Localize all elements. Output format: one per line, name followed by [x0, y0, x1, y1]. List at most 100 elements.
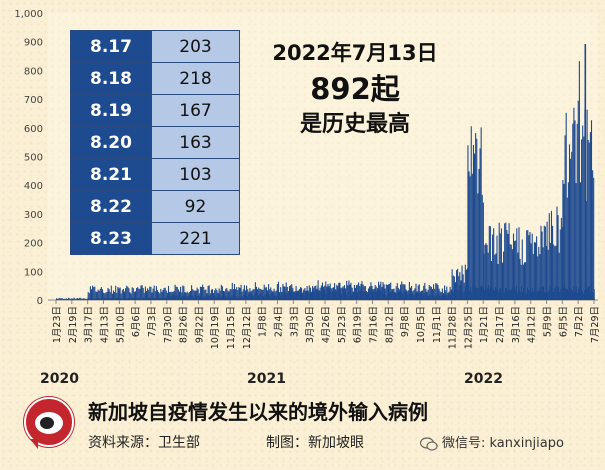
- daily-bar: [572, 123, 574, 301]
- table-row: 8.23 221: [70, 222, 240, 255]
- daily-bar: [184, 297, 186, 300]
- daily-bar: [407, 294, 409, 300]
- daily-bar: [371, 285, 373, 300]
- daily-bar: [570, 158, 572, 300]
- daily-bar: [485, 243, 487, 300]
- daily-bar: [422, 290, 424, 300]
- daily-bar: [106, 299, 108, 300]
- x-tick-label: 7月30日: [163, 306, 174, 343]
- daily-bar: [420, 293, 422, 300]
- table-row: 8.20 163: [70, 126, 240, 159]
- daily-bar: [358, 282, 360, 300]
- daily-bar: [166, 296, 168, 300]
- daily-bar: [70, 298, 72, 300]
- daily-bar: [377, 289, 379, 300]
- y-tick-label: 800: [24, 66, 43, 77]
- daily-bar: [478, 168, 480, 300]
- daily-bar: [294, 292, 296, 300]
- daily-bar: [175, 286, 177, 300]
- daily-bar: [178, 296, 180, 300]
- daily-bar: [170, 296, 172, 300]
- daily-bar: [194, 295, 196, 300]
- daily-bar: [111, 293, 113, 300]
- daily-bar: [325, 292, 327, 300]
- daily-bar: [469, 176, 471, 300]
- daily-bar: [388, 292, 390, 300]
- data-source: 资料来源：卫生部: [88, 435, 200, 451]
- x-tick-label: 8月12日: [384, 306, 395, 343]
- table-date-cell: 8.22: [70, 190, 152, 223]
- table-row: 8.22 92: [70, 190, 240, 223]
- y-tick-label: 1,000: [14, 9, 43, 20]
- daily-bar: [209, 295, 211, 300]
- daily-bar: [470, 126, 472, 300]
- daily-bar: [268, 295, 271, 300]
- daily-bar: [158, 298, 160, 300]
- daily-bar: [241, 296, 243, 300]
- daily-bar: [233, 284, 236, 300]
- daily-bar: [234, 295, 237, 300]
- daily-bar: [479, 148, 481, 300]
- daily-bar: [548, 213, 550, 300]
- daily-bar: [147, 298, 149, 300]
- daily-bar: [190, 295, 193, 300]
- daily-bar: [275, 290, 277, 300]
- daily-bar: [243, 294, 245, 300]
- daily-bar: [286, 293, 288, 300]
- daily-bar: [126, 285, 128, 300]
- daily-bar: [347, 285, 349, 300]
- daily-bar: [403, 284, 405, 300]
- daily-bar: [110, 285, 112, 300]
- daily-bar: [471, 173, 473, 300]
- daily-bar: [320, 291, 322, 300]
- daily-bar: [224, 291, 226, 300]
- daily-bar: [546, 221, 548, 300]
- daily-bar: [114, 299, 116, 300]
- daily-bar: [398, 289, 400, 300]
- daily-bar: [239, 294, 241, 300]
- daily-bar: [196, 295, 198, 300]
- daily-bar: [122, 288, 124, 300]
- daily-bar: [433, 296, 436, 300]
- daily-bar: [176, 294, 178, 300]
- daily-bar: [534, 242, 537, 300]
- record-peak-bar: [584, 43, 587, 300]
- daily-bar: [541, 231, 543, 300]
- daily-bar: [89, 286, 91, 300]
- daily-bar: [318, 290, 320, 300]
- daily-bar: [476, 138, 478, 300]
- daily-bar: [355, 285, 357, 300]
- daily-bar: [162, 297, 164, 300]
- daily-bar: [429, 294, 431, 300]
- daily-bar: [507, 233, 509, 300]
- daily-bar: [121, 298, 123, 300]
- daily-bar: [424, 282, 426, 300]
- daily-bar: [290, 289, 293, 300]
- daily-bar: [83, 298, 85, 300]
- daily-bar: [463, 282, 465, 300]
- daily-bar: [325, 281, 327, 300]
- daily-bar: [207, 296, 209, 300]
- daily-bar: [292, 291, 294, 300]
- daily-bar: [356, 292, 359, 300]
- daily-bar: [189, 290, 192, 300]
- daily-bar: [128, 298, 130, 300]
- daily-bar: [481, 194, 483, 300]
- wechat-icon: [420, 436, 438, 451]
- daily-bar: [166, 298, 168, 300]
- daily-bar: [428, 296, 430, 300]
- daily-bar: [231, 295, 233, 300]
- record-note: 是历史最高: [299, 112, 410, 137]
- daily-bar: [389, 291, 392, 300]
- daily-bar: [180, 286, 182, 300]
- daily-bar: [216, 297, 218, 300]
- daily-bar: [169, 292, 171, 300]
- daily-bar: [270, 294, 272, 300]
- daily-bar: [143, 292, 145, 300]
- daily-bar: [87, 292, 89, 300]
- daily-bar: [454, 282, 456, 300]
- daily-bar: [434, 288, 436, 300]
- daily-bar: [119, 287, 121, 300]
- daily-bar: [550, 210, 553, 300]
- daily-bar: [99, 288, 101, 300]
